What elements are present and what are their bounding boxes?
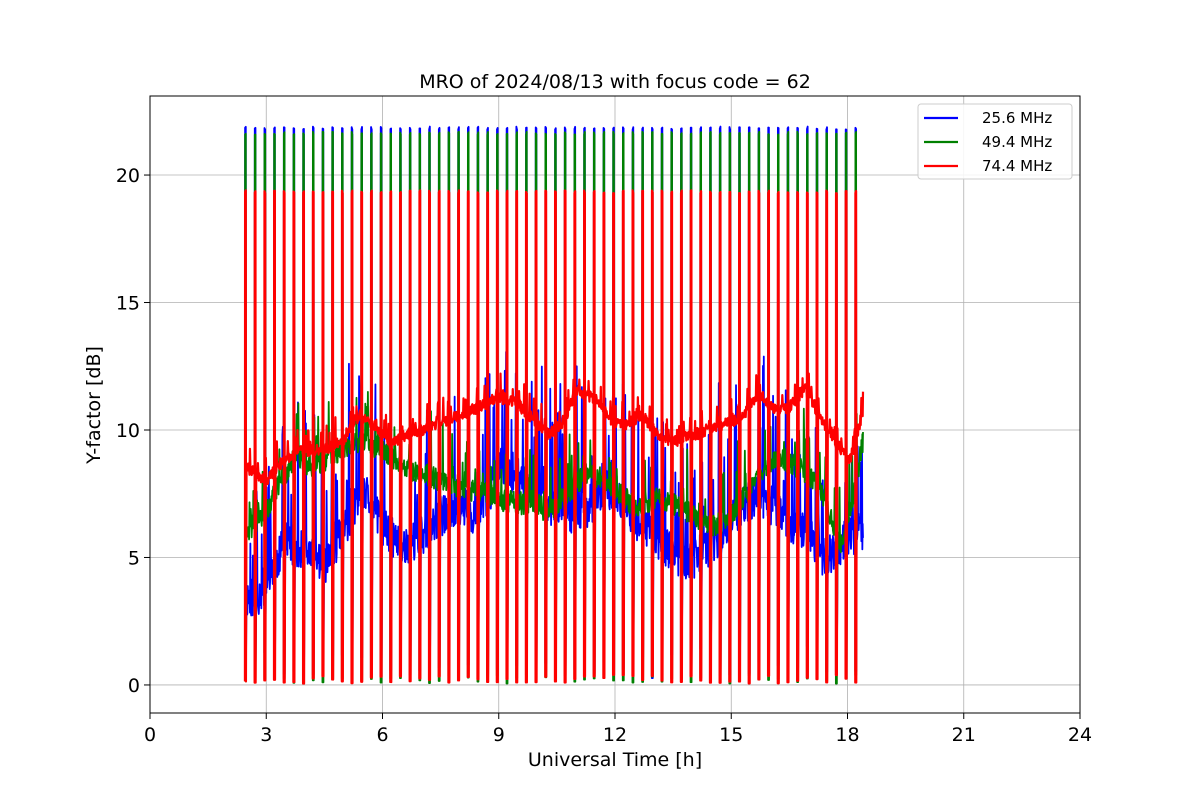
x-tick-label: 21 bbox=[952, 724, 976, 746]
x-tick-label: 0 bbox=[144, 724, 156, 746]
legend-box bbox=[917, 103, 1073, 180]
x-tick-label: 24 bbox=[1068, 724, 1092, 746]
y-tick-label: 15 bbox=[116, 293, 140, 315]
y-tick-label: 5 bbox=[128, 547, 140, 569]
legend-label-1: 25.6 MHz bbox=[982, 109, 1052, 127]
legend: 25.6 MHz 49.4 MHz 74.4 MHz bbox=[917, 103, 1073, 180]
x-tick-label: 6 bbox=[376, 724, 388, 746]
series-line-3 bbox=[243, 189, 865, 685]
x-axis-label: Universal Time [h] bbox=[528, 749, 702, 771]
chart-title: MRO of 2024/08/13 with focus code = 62 bbox=[419, 71, 811, 93]
legend-label-2: 49.4 MHz bbox=[982, 133, 1052, 151]
x-tick-label: 12 bbox=[603, 724, 627, 746]
x-tick-label: 15 bbox=[719, 724, 743, 746]
x-tick-label: 9 bbox=[493, 724, 505, 746]
y-axis: 0 5 10 15 20 bbox=[116, 165, 150, 697]
y-tick-label: 10 bbox=[116, 420, 140, 442]
y-tick-label: 20 bbox=[116, 165, 140, 187]
x-tick-label: 3 bbox=[260, 724, 272, 746]
y-axis-label: Y-factor [dB] bbox=[83, 346, 105, 465]
x-tick-label: 18 bbox=[835, 724, 859, 746]
series-layer bbox=[243, 125, 865, 685]
y-tick-label: 0 bbox=[128, 675, 140, 697]
x-axis: 0 3 6 9 12 15 18 21 24 bbox=[144, 713, 1092, 746]
legend-label-3: 74.4 MHz bbox=[982, 157, 1052, 175]
